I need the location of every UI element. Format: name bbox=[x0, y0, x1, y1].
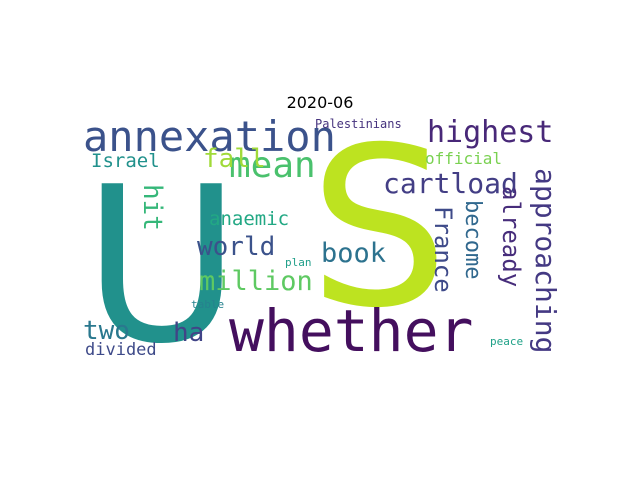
word-highest: highest bbox=[427, 116, 554, 150]
word-cartload: cartload bbox=[383, 167, 518, 200]
word-u: U bbox=[83, 140, 241, 361]
word-whether: whether bbox=[229, 297, 474, 361]
word-palestinians: Palestinians bbox=[315, 117, 402, 131]
word-two: two bbox=[83, 316, 130, 346]
word-become: become bbox=[460, 200, 485, 280]
word-israel: Israel bbox=[91, 150, 160, 172]
word-hit: hit bbox=[137, 184, 167, 231]
word-annexation: annexation bbox=[83, 116, 336, 161]
word-divided: divided bbox=[85, 340, 157, 360]
word-anaemic: anaemic bbox=[209, 208, 290, 230]
word-book: book bbox=[321, 238, 387, 269]
word-fall: fall bbox=[203, 144, 266, 174]
word-already: already bbox=[497, 186, 525, 288]
word-s: S bbox=[309, 116, 449, 356]
chart-title: 2020-06 bbox=[286, 93, 354, 112]
word-million: million bbox=[199, 266, 313, 297]
word-mean: mean bbox=[229, 145, 316, 186]
word-france: France bbox=[429, 206, 457, 293]
word-table: table bbox=[191, 298, 225, 311]
word-world: world bbox=[197, 232, 276, 262]
word-ha: ha bbox=[173, 318, 205, 348]
word-plan: plan bbox=[285, 256, 312, 269]
word-official: official bbox=[425, 149, 503, 168]
word-cloud: S U whether annexation mean highest cart… bbox=[81, 116, 564, 361]
word-approaching: approaching bbox=[529, 168, 562, 354]
word-peace: peace bbox=[490, 335, 524, 348]
